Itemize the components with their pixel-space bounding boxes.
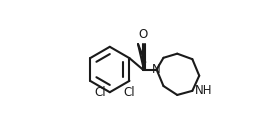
Text: Cl: Cl [124,86,135,99]
Text: O: O [138,28,147,41]
Text: Cl: Cl [95,86,106,99]
Text: NH: NH [194,84,212,97]
Text: N: N [152,63,161,76]
